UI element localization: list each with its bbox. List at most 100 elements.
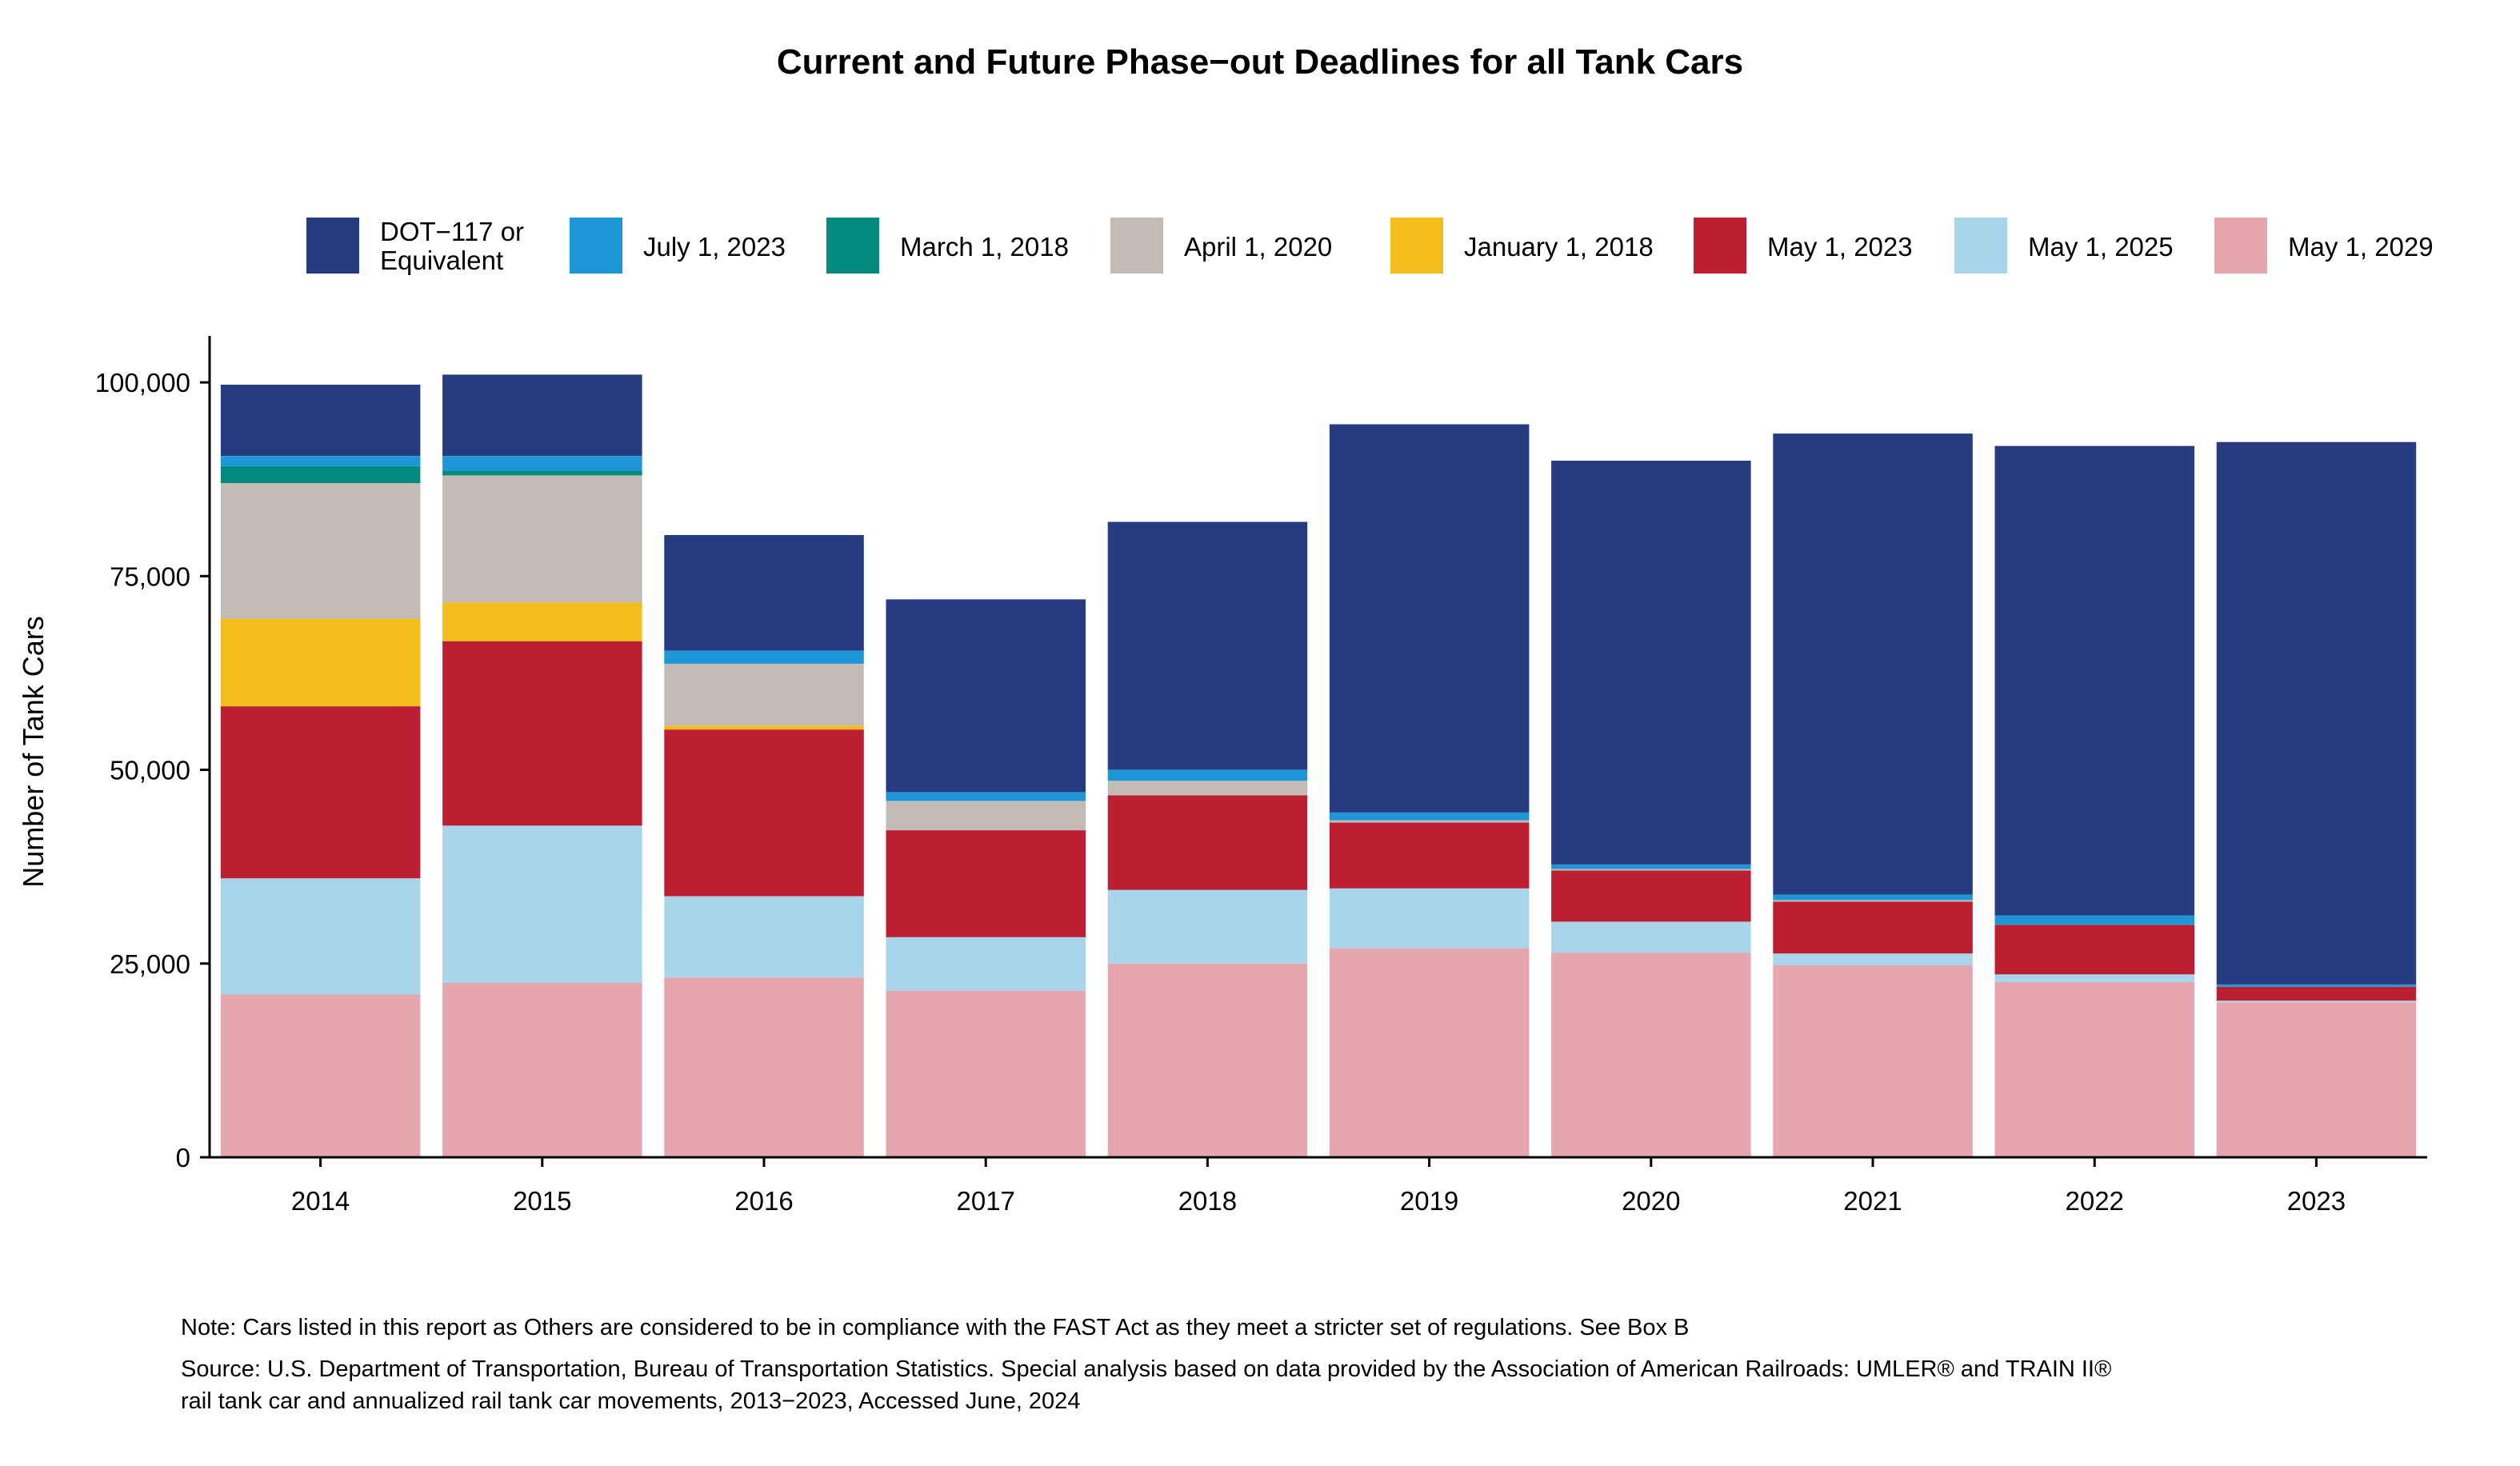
legend-label: May 1, 2025 [2028,232,2174,262]
bar-2015-march-1-2018 [442,470,642,476]
bar-2017-may-1-2025 [886,937,1086,991]
x-tick-label: 2022 [2065,1186,2123,1216]
legend-label: May 1, 2023 [1767,232,1913,262]
bar-2017-may-1-2023 [886,830,1086,937]
bar-stack-2016 [664,535,864,1157]
bar-2019-july-1-2023 [1329,812,1530,821]
x-tick-label: 2018 [1178,1186,1237,1216]
bar-2020-july-1-2023 [1551,864,1751,869]
legend-item-july-1-2023: July 1, 2023 [570,218,786,274]
bar-2021-may-1-2025 [1773,953,1973,965]
y-tick-label: 50,000 [110,756,190,785]
bar-stack-2020 [1551,461,1751,1157]
x-tick-label: 2014 [291,1186,350,1216]
note-text: Note: Cars listed in this report as Othe… [181,1315,1690,1340]
bar-stack-2021 [1773,433,1973,1157]
legend-swatch [826,218,879,274]
y-tick-label: 0 [176,1143,190,1172]
bar-2023-dot-117-or-equivalent [2216,441,2417,985]
bar-2015-april-1-2020 [442,475,642,603]
bar-2022-dot-117-or-equivalent [1994,445,2194,916]
bars [220,374,2417,1157]
legend-item-january-1-2018: January 1, 2018 [1390,218,1654,274]
bar-stack-2017 [886,599,1086,1157]
bar-2019-dot-117-or-equivalent [1329,424,1530,813]
bar-2015-july-1-2023 [442,456,642,471]
chart-title: Current and Future Phase−out Deadlines f… [777,42,1743,82]
y-tick-label: 25,000 [110,949,190,979]
legend-item-may-1-2029: May 1, 2029 [2214,218,2434,274]
bar-stack-2014 [220,385,421,1157]
bar-stack-2019 [1329,424,1530,1157]
legend-label: January 1, 2018 [1464,232,1654,262]
bar-2016-july-1-2023 [664,650,864,664]
source-text: Source: U.S. Department of Transportatio… [181,1353,2461,1417]
bar-2015-may-1-2023 [442,641,642,826]
legend-swatch [1390,218,1443,274]
x-tick-label: 2019 [1400,1186,1458,1216]
bar-2022-july-1-2023 [1994,915,2194,925]
notes: Note: Cars listed in this report as Othe… [181,1312,2461,1427]
legend-label: April 1, 2020 [1184,232,1332,262]
legend-label: DOT−117 or Equivalent [380,217,524,275]
bar-2021-may-1-2029 [1773,965,1973,1157]
bar-2014-dot-117-or-equivalent [220,385,421,457]
bar-2020-dot-117-or-equivalent [1551,461,1751,865]
bar-2014-may-1-2029 [220,994,421,1157]
bar-2014-march-1-2018 [220,465,421,484]
bar-2019-may-1-2029 [1329,948,1530,1157]
legend-swatch [2214,218,2267,274]
bar-2022-may-1-2029 [1994,982,2194,1157]
legend-swatch [1694,218,1746,274]
bar-2015-may-1-2029 [442,983,642,1157]
legend-item-april-1-2020: April 1, 2020 [1110,218,1332,274]
x-tick-label: 2015 [513,1186,571,1216]
bar-2015-dot-117-or-equivalent [442,374,642,457]
bar-2014-april-1-2020 [220,483,421,619]
legend-label: March 1, 2018 [900,232,1069,262]
bar-2016-april-1-2020 [664,663,864,726]
axes: 0 25,000 50,000 75,000 100,000 2014 2015 2016 20… [95,336,2427,1216]
bar-2021-may-1-2023 [1773,901,1973,954]
bar-2018-dot-117-or-equivalent [1107,521,1308,770]
bar-2016-may-1-2029 [664,977,864,1157]
bar-2016-may-1-2025 [664,896,864,978]
bar-2018-may-1-2025 [1107,889,1308,964]
bar-2020-may-1-2023 [1551,870,1751,922]
x-tick-label: 2016 [734,1186,793,1216]
source-line-1: Source: U.S. Department of Transportatio… [181,1356,2112,1382]
y-tick-label: 75,000 [110,561,190,591]
bar-stack-2015 [442,374,642,1157]
bar-2017-may-1-2029 [886,990,1086,1157]
bar-2015-january-1-2018 [442,602,642,641]
bar-2021-april-1-2020 [1773,900,1973,902]
bar-2023-may-1-2023 [2216,986,2417,1001]
x-tick-label: 2017 [956,1186,1014,1216]
bar-2015-may-1-2025 [442,825,642,983]
legend-item-may-1-2025: May 1, 2025 [1954,218,2174,274]
legend-swatch [306,218,359,274]
legend-swatch [1110,218,1163,274]
legend-item-may-1-2023: May 1, 2023 [1694,218,1913,274]
bar-2019-may-1-2023 [1329,822,1530,889]
bar-2018-july-1-2023 [1107,769,1308,781]
bar-2021-july-1-2023 [1773,894,1973,901]
bar-2020-may-1-2029 [1551,953,1751,1157]
bar-2014-july-1-2023 [220,456,421,466]
bar-2023-may-1-2029 [2216,1002,2417,1157]
legend-swatch [570,218,622,274]
legend-label: July 1, 2023 [643,232,786,262]
legend-swatch [1954,218,2007,274]
source-line-2: rail tank car and annualized rail tank c… [181,1388,1081,1414]
bar-2019-april-1-2020 [1329,820,1530,823]
bar-2017-july-1-2023 [886,792,1086,801]
bar-2016-dot-117-or-equivalent [664,535,864,651]
bar-2020-april-1-2020 [1551,869,1751,871]
bar-2023-july-1-2023 [2216,984,2417,987]
bar-2019-may-1-2025 [1329,888,1530,949]
legend-label: May 1, 2029 [2288,232,2434,262]
bar-stack-2022 [1994,445,2194,1157]
bar-2018-may-1-2023 [1107,795,1308,890]
bar-2018-april-1-2020 [1107,781,1308,796]
x-tick-label: 2021 [1843,1186,1902,1216]
